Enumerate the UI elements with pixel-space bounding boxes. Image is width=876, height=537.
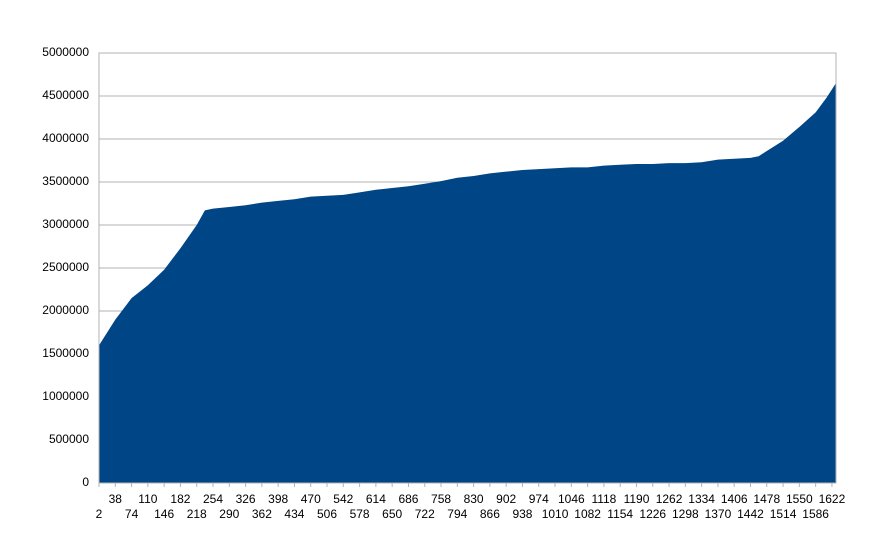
area [99, 83, 836, 483]
x-tick-label: 326 [236, 492, 256, 506]
x-tick-label: 506 [317, 507, 337, 521]
y-tick-label: 1500000 [42, 346, 89, 360]
x-tick-label: 1406 [721, 492, 748, 506]
x-tick-label: 1442 [737, 507, 764, 521]
x-tick-label: 1622 [819, 492, 846, 506]
y-tick-label: 4500000 [42, 88, 89, 102]
x-tick-label: 974 [529, 492, 549, 506]
y-tick-label: 3000000 [42, 217, 89, 231]
x-tick-label: 938 [512, 507, 532, 521]
y-tick-label: 500000 [49, 432, 89, 446]
x-tick-label: 74 [125, 507, 139, 521]
x-tick-label: 1298 [672, 507, 699, 521]
x-tick-label: 470 [301, 492, 321, 506]
x-tick-label: 794 [447, 507, 467, 521]
x-tick-label: 830 [464, 492, 484, 506]
x-tick-label: 1370 [705, 507, 732, 521]
x-tick-label: 1514 [770, 507, 797, 521]
x-tick-label: 1226 [639, 507, 666, 521]
x-tick-label: 398 [268, 492, 288, 506]
y-tick-label: 0 [82, 475, 89, 489]
x-tick-label: 1334 [688, 492, 715, 506]
x-tick-label: 758 [431, 492, 451, 506]
x-tick-label: 1118 [591, 492, 616, 506]
x-tick-label: 434 [284, 507, 304, 521]
x-tick-label: 362 [252, 507, 272, 521]
y-tick-label: 5000000 [42, 45, 89, 59]
x-tick-label: 2 [96, 507, 103, 521]
x-tick-label: 1082 [574, 507, 601, 521]
y-tick-label: 2500000 [42, 260, 89, 274]
x-tick-label: 542 [333, 492, 353, 506]
x-tick-label: 650 [382, 507, 402, 521]
x-tick-label: 254 [203, 492, 223, 506]
x-tick-label: 182 [170, 492, 190, 506]
y-tick-label: 3500000 [42, 174, 89, 188]
y-tick-label: 4000000 [42, 131, 89, 145]
x-tick-label: 218 [187, 507, 207, 521]
x-tick-label: 110 [138, 492, 157, 506]
x-tick-label: 146 [154, 507, 174, 521]
x-tick-label: 1046 [558, 492, 585, 506]
x-tick-label: 866 [480, 507, 500, 521]
y-tick-label: 2000000 [42, 303, 89, 317]
x-tick-label: 722 [415, 507, 435, 521]
x-tick-label: 38 [109, 492, 123, 506]
x-tick-label: 1550 [786, 492, 813, 506]
x-tick-label: 1190 [624, 492, 650, 506]
x-tick-label: 686 [398, 492, 418, 506]
x-tick-label: 614 [366, 492, 386, 506]
x-tick-label: 1154 [607, 507, 633, 521]
x-tick-label: 290 [219, 507, 239, 521]
x-tick-label: 1478 [753, 492, 780, 506]
x-tick-label: 578 [350, 507, 370, 521]
y-tick-label: 1000000 [42, 389, 89, 403]
x-tick-label: 1010 [542, 507, 569, 521]
x-tick-label: 1262 [656, 492, 683, 506]
plot-frame [98, 52, 837, 484]
x-tick-label: 1586 [802, 507, 829, 521]
x-tick-label: 902 [496, 492, 516, 506]
